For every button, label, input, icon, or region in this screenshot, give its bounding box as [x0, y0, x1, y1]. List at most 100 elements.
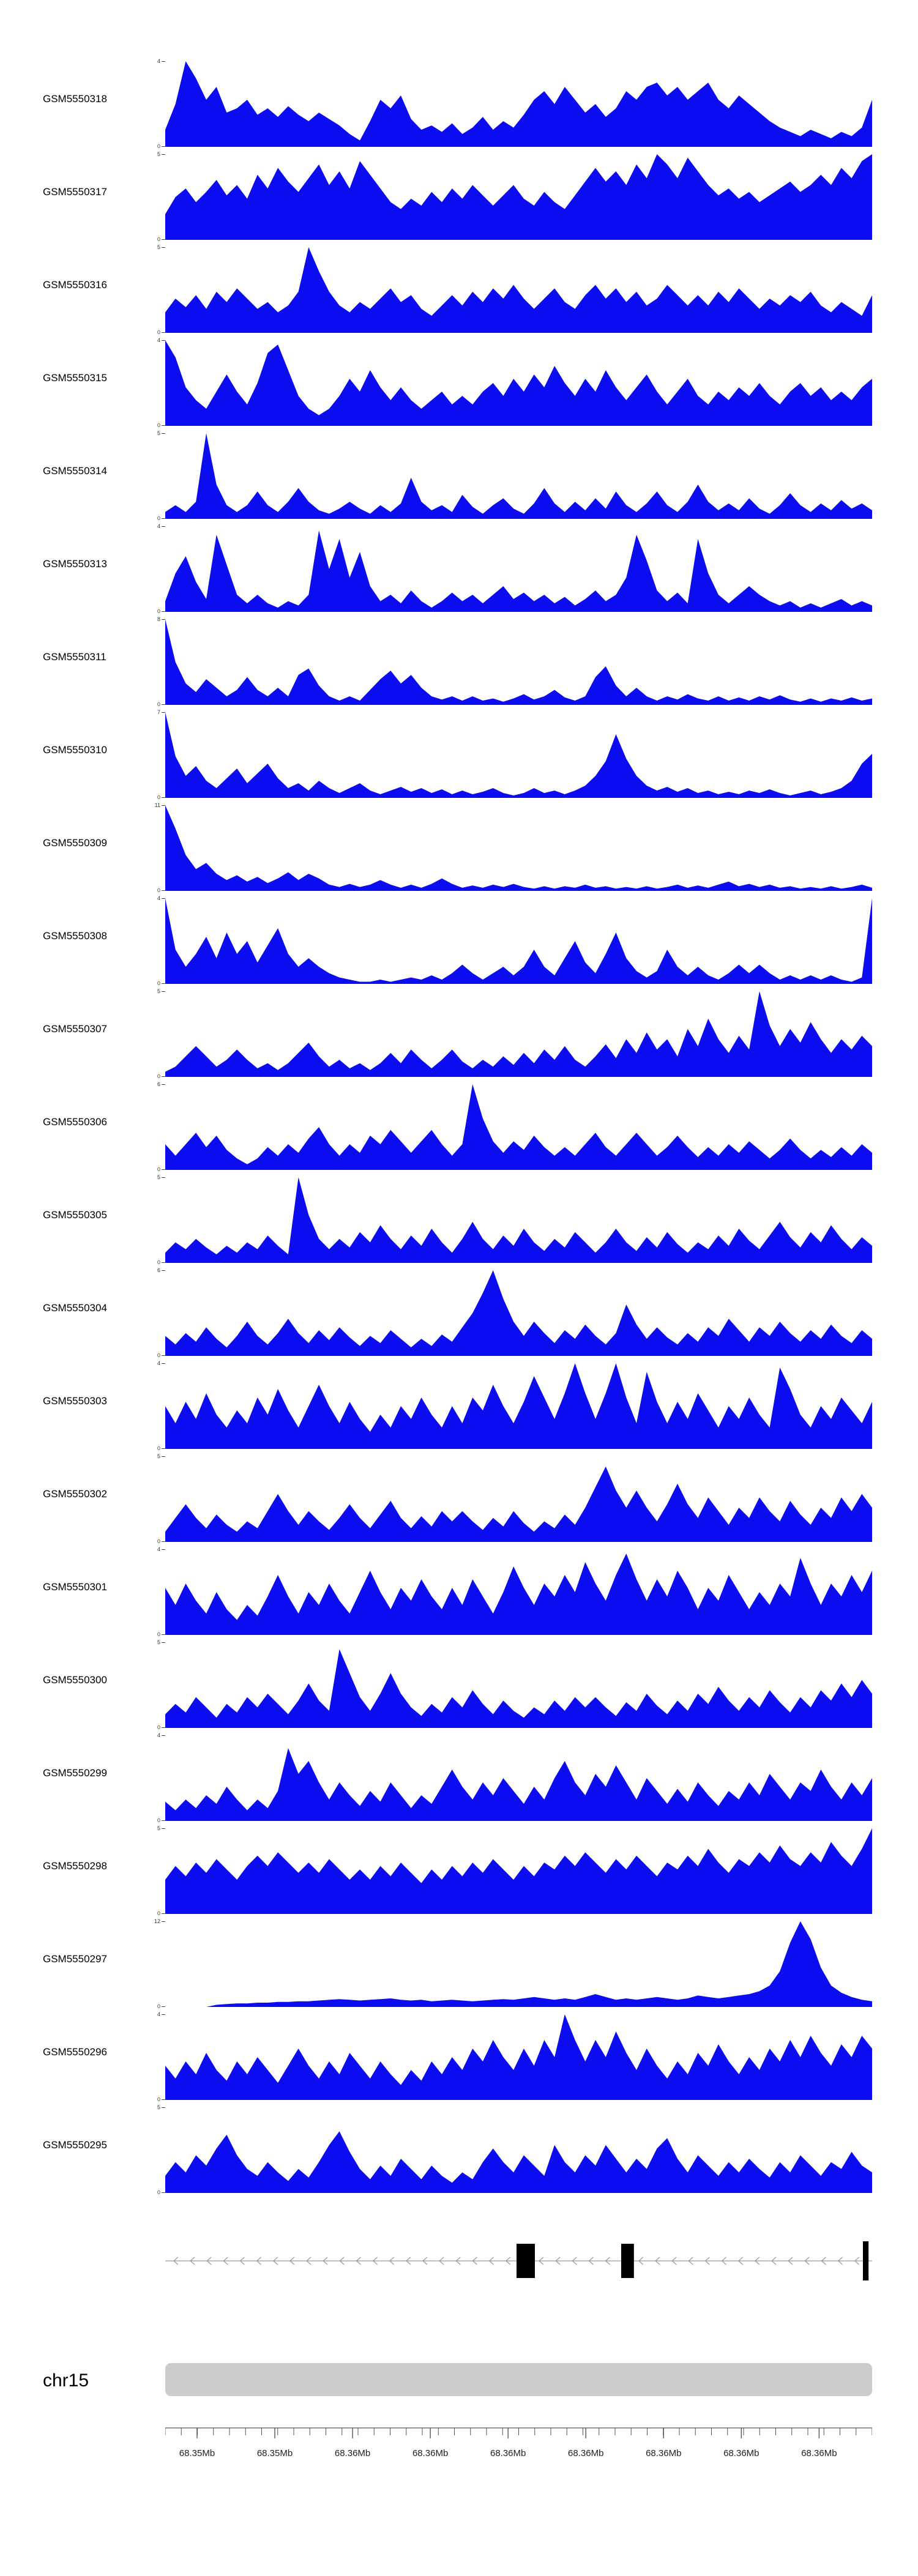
yaxis-tick: [162, 797, 165, 798]
yaxis-tick: [162, 1828, 165, 1829]
track-row-GSM5550314: GSM5550314 5 0: [0, 431, 918, 526]
yaxis-zero-label: 0: [157, 1724, 160, 1730]
yaxis-tick: [162, 332, 165, 333]
chromosome-ideogram: [165, 2363, 872, 2396]
yaxis-tick: [162, 425, 165, 426]
yaxis-tick: [162, 1549, 165, 1550]
track-label: GSM5550295: [43, 2139, 107, 2151]
yaxis-max-label: 4: [157, 2011, 160, 2017]
yaxis-max-label: 5: [157, 244, 160, 250]
track-label: GSM5550308: [43, 930, 107, 942]
yaxis-tick: [162, 1169, 165, 1170]
yaxis-zero-label: 0: [157, 515, 160, 521]
yaxis-zero-label: 0: [157, 1259, 160, 1265]
track-label: GSM5550307: [43, 1023, 107, 1035]
axis-tick-label: 68.35Mb: [257, 2448, 293, 2459]
track-label: GSM5550314: [43, 465, 107, 477]
track-row-GSM5550305: GSM5550305 5 0: [0, 1174, 918, 1270]
yaxis-tick: [162, 1262, 165, 1263]
strand-arrow-icon: [754, 2257, 760, 2265]
strand-arrow-icon: [721, 2257, 726, 2265]
signal-area: [165, 433, 872, 519]
exon-box: [621, 2244, 634, 2278]
strand-arrow-icon: [737, 2257, 744, 2265]
yaxis-tick: [162, 154, 165, 155]
signal-polygon: [165, 619, 872, 705]
axis-tick-label: 68.36Mb: [568, 2448, 603, 2459]
yaxis-max-label: 5: [157, 1639, 160, 1645]
track-label: GSM5550316: [43, 279, 107, 291]
signal-area: [165, 619, 872, 705]
track-label: GSM5550313: [43, 558, 107, 570]
strand-arrow-icon: [455, 2257, 461, 2265]
signal-polygon: [165, 340, 872, 426]
strand-arrow-icon: [306, 2257, 312, 2265]
strand-arrow-icon: [356, 2257, 361, 2265]
signal-area: [165, 2014, 872, 2100]
signal-area: [165, 2131, 872, 2193]
signal-polygon: [165, 898, 872, 984]
genome-axis: 68.35Mb 68.35Mb 68.36Mb 68.36Mb 68.36Mb 68.36…: [165, 2417, 873, 2484]
strand-arrow-icon: [422, 2257, 428, 2265]
strand-arrow-icon: [239, 2257, 245, 2265]
signal-area: [165, 991, 872, 1077]
yaxis-tick: [162, 2099, 165, 2100]
signal-area: [165, 1554, 872, 1635]
signal-area: [165, 1084, 872, 1170]
track-row-GSM5550299: GSM5550299 4 0: [0, 1733, 918, 1828]
yaxis-zero-label: 0: [157, 1166, 160, 1172]
track-row-GSM5550317: GSM5550317 5 0: [0, 152, 918, 247]
strand-arrow-icon: [788, 2257, 793, 2265]
axis-tick-label: 68.36Mb: [801, 2448, 837, 2459]
strand-arrow-icon: [671, 2257, 677, 2265]
strand-arrow-icon: [704, 2257, 710, 2265]
yaxis-tick: [162, 1456, 165, 1457]
yaxis-zero-label: 0: [157, 329, 160, 335]
strand-arrow-icon: [771, 2257, 777, 2265]
yaxis-max-label: 4: [157, 58, 160, 64]
strand-arrow-icon: [223, 2257, 228, 2265]
yaxis-max-label: 5: [157, 1825, 160, 1831]
yaxis-zero-label: 0: [157, 887, 160, 893]
track-row-GSM5550304: GSM5550304 6 0: [0, 1268, 918, 1363]
yaxis-max-label: 5: [157, 1174, 160, 1180]
signal-polygon: [165, 2131, 872, 2193]
yaxis-max-label: 4: [157, 895, 160, 901]
strand-arrow-icon: [289, 2257, 295, 2265]
yaxis-zero-label: 0: [157, 1352, 160, 1358]
strand-arrow-icon: [190, 2257, 195, 2265]
signal-polygon: [165, 61, 872, 147]
yaxis-tick: [162, 1084, 165, 1085]
yaxis-tick: [162, 1076, 165, 1077]
yaxis-zero-label: 0: [157, 1538, 160, 1544]
track-row-GSM5550302: GSM5550302 5 0: [0, 1454, 918, 1549]
yaxis-tick: [162, 61, 165, 62]
strand-arrow-icon: [655, 2257, 660, 2265]
yaxis-tick: [162, 1448, 165, 1449]
signal-polygon: [165, 1177, 872, 1263]
track-row-GSM5550311: GSM5550311 8 0: [0, 617, 918, 712]
yaxis-max-label: 11: [154, 802, 160, 808]
gene-model-svg: [165, 2241, 872, 2280]
strand-arrow-icon: [638, 2257, 644, 2265]
signal-polygon: [165, 433, 872, 519]
yaxis-max-label: 4: [157, 523, 160, 529]
yaxis-tick: [162, 983, 165, 984]
yaxis-zero-label: 0: [157, 2189, 160, 2195]
strand-arrow-icon: [256, 2257, 261, 2265]
signal-area: [165, 712, 872, 798]
strand-arrow-icon: [555, 2257, 561, 2265]
strand-arrow-icon: [323, 2257, 328, 2265]
strand-arrow-icon: [339, 2257, 345, 2265]
signal-area: [165, 1921, 872, 2007]
yaxis-tick: [162, 518, 165, 519]
yaxis-zero-label: 0: [157, 1631, 160, 1637]
track-label: GSM5550298: [43, 1860, 107, 1872]
track-label: GSM5550299: [43, 1767, 107, 1779]
